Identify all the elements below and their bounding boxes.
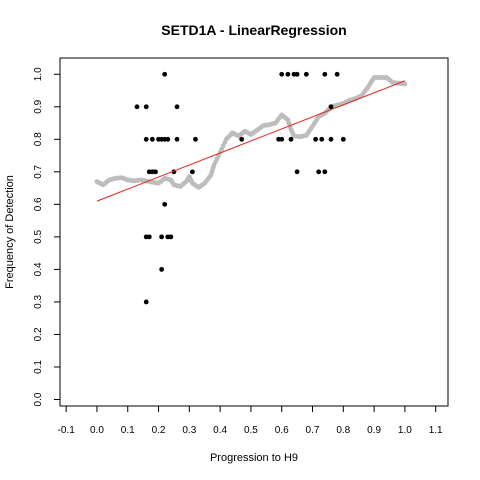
y-tick-label: 0.5 <box>33 229 44 243</box>
y-tick-label: 0.2 <box>33 327 44 341</box>
data-point <box>193 136 198 142</box>
data-point <box>319 136 325 142</box>
x-tick-label: 1.0 <box>398 425 412 436</box>
y-tick-label: 0.6 <box>33 197 44 211</box>
data-point <box>279 136 285 142</box>
data-point <box>134 104 140 110</box>
x-tick-label: -0.1 <box>58 425 76 436</box>
data-point <box>174 104 180 110</box>
data-points <box>134 71 346 305</box>
data-point <box>294 71 300 77</box>
data-point <box>322 169 328 175</box>
data-point <box>143 136 149 142</box>
data-point <box>159 267 165 272</box>
y-tick-label: 0.7 <box>33 164 44 178</box>
data-point <box>328 104 334 110</box>
x-tick-label: 0.8 <box>336 425 350 436</box>
data-point <box>165 136 171 142</box>
y-axis-label: Frequency of Detection <box>4 175 16 289</box>
y-tick-label: 0.9 <box>33 99 44 113</box>
x-tick-label: 1.1 <box>429 425 443 436</box>
y-axis: 0.0 0.1 0.2 0.3 0.4 0.5 0.6 0.7 0.8 0.9 1.0 <box>33 67 60 406</box>
x-tick-label: 0.9 <box>367 425 381 436</box>
x-tick-label: 0.7 <box>306 425 320 436</box>
data-point <box>239 136 245 142</box>
data-point <box>168 234 174 240</box>
smooth-series <box>94 75 408 190</box>
y-tick-label: 0.0 <box>33 392 44 406</box>
x-tick-label: 0.2 <box>152 425 166 436</box>
x-tick-label: 0.4 <box>213 425 227 436</box>
x-tick-label: 0.0 <box>90 425 104 436</box>
x-axis: -0.1 0.0 0.1 0.2 0.3 0.4 0.5 0.6 0.7 0.8 0.9 1.0 1.1 <box>58 406 443 436</box>
data-point <box>279 71 285 77</box>
data-point <box>322 71 328 77</box>
y-tick-label: 0.3 <box>33 295 44 309</box>
data-point <box>316 169 322 175</box>
data-point <box>146 234 152 240</box>
data-point <box>174 136 180 142</box>
data-point <box>288 136 294 142</box>
y-tick-label: 0.4 <box>33 262 44 276</box>
data-point <box>162 71 168 77</box>
data-point <box>149 136 155 142</box>
smooth-point <box>402 81 408 87</box>
data-point <box>153 169 158 175</box>
data-point <box>162 201 168 207</box>
data-point <box>340 136 346 142</box>
data-point <box>190 169 195 175</box>
x-tick-label: 0.6 <box>275 425 289 436</box>
data-point <box>313 136 318 142</box>
x-tick-label: 0.3 <box>182 425 196 436</box>
y-tick-label: 0.8 <box>33 132 44 146</box>
data-point <box>303 71 309 77</box>
x-tick-label: 0.1 <box>121 425 135 436</box>
y-tick-label: 0.1 <box>33 360 44 374</box>
x-axis-label: Progression to H9 <box>210 452 298 464</box>
data-point <box>285 71 291 77</box>
data-point <box>143 299 149 305</box>
data-point <box>159 234 165 240</box>
y-tick-label: 1.0 <box>33 67 44 81</box>
regression-line-layer <box>96 80 406 202</box>
data-point <box>294 169 300 175</box>
chart-title: SETD1A - LinearRegression <box>161 22 346 38</box>
x-tick-label: 0.5 <box>244 425 258 436</box>
regression-line <box>96 80 406 202</box>
plot-frame <box>59 57 449 407</box>
data-point <box>143 104 149 110</box>
data-point <box>334 71 340 77</box>
data-point <box>328 136 334 142</box>
